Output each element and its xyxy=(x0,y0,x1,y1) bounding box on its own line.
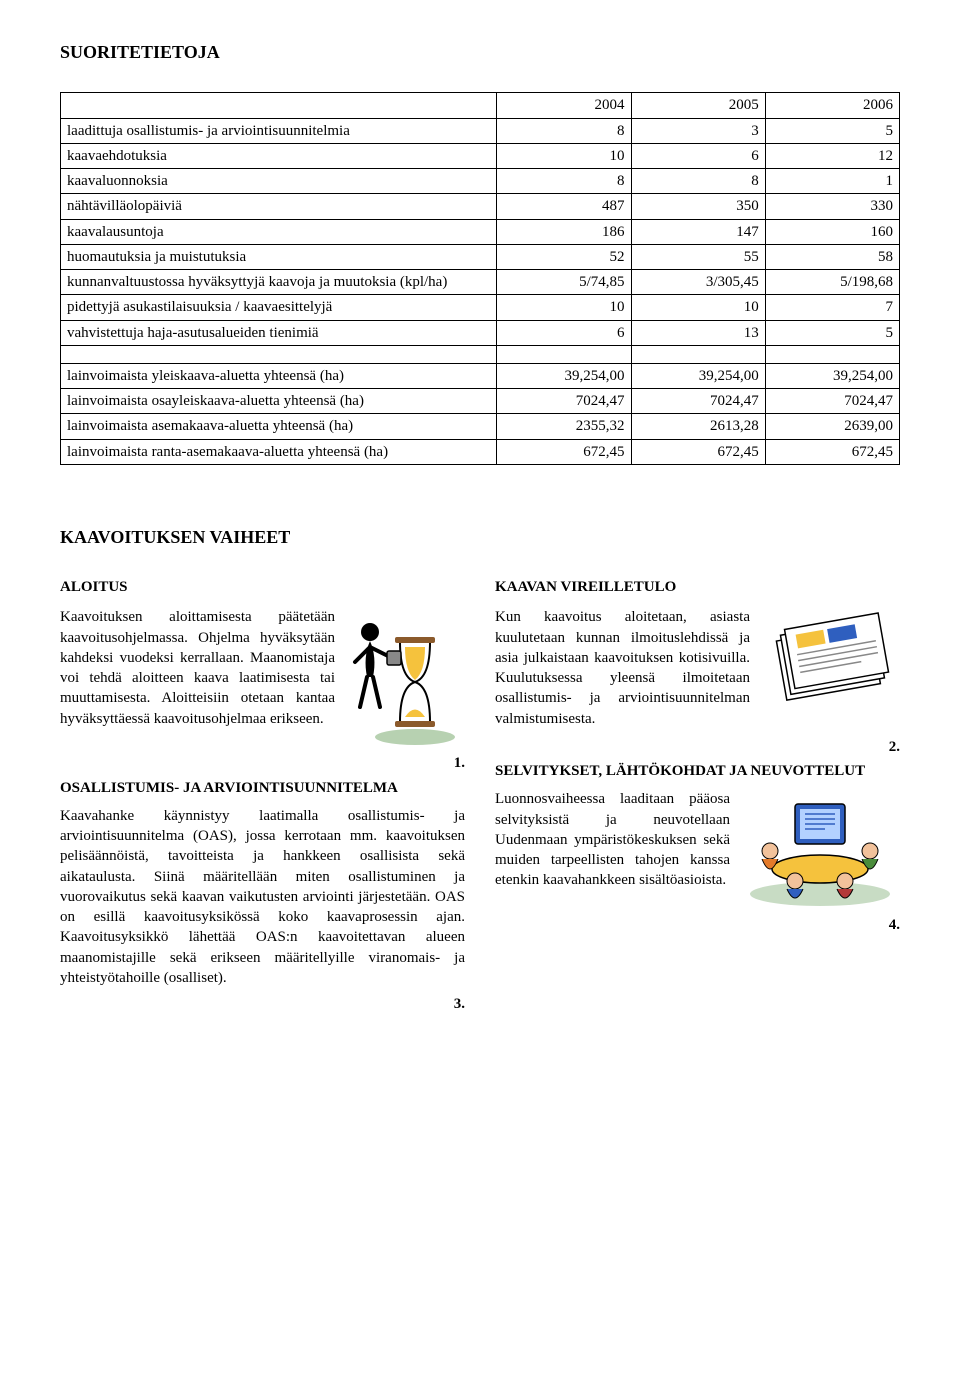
row-value: 8 xyxy=(631,169,765,194)
header-2005: 2005 xyxy=(631,93,765,118)
row-value: 6 xyxy=(497,320,631,345)
left-para-2: Kaavahanke käynnistyy laatimalla osallis… xyxy=(60,806,465,988)
stats-table: 2004 2005 2006 laadittuja osallistumis- … xyxy=(60,92,900,465)
right-block-2: Luonnosvaiheessa laaditaan pääosa selvit… xyxy=(495,789,900,913)
row-value: 672,45 xyxy=(497,439,631,464)
table-row: kaavalausuntoja186147160 xyxy=(61,219,900,244)
row-value: 147 xyxy=(631,219,765,244)
row-value: 160 xyxy=(765,219,899,244)
row-value: 5 xyxy=(765,320,899,345)
table-row: pidettyjä asukastilaisuuksia / kaavaesit… xyxy=(61,295,900,320)
table-row: laadittuja osallistumis- ja arviointisuu… xyxy=(61,118,900,143)
two-column-layout: ALOITUS Kaavoituksen alo xyxy=(60,577,900,1018)
right-column: KAAVAN VIREILLETULO xyxy=(495,577,900,1018)
table-spacer xyxy=(61,345,900,363)
row-value: 487 xyxy=(497,194,631,219)
step-number-2: 2. xyxy=(495,737,900,757)
row-label: lainvoimaista yleiskaava-aluetta yhteens… xyxy=(61,363,497,388)
row-value: 5/74,85 xyxy=(497,270,631,295)
table-row: vahvistettuja haja-asutusalueiden tienim… xyxy=(61,320,900,345)
meeting-icon xyxy=(740,789,900,909)
row-value: 2613,28 xyxy=(631,414,765,439)
row-value: 7024,47 xyxy=(631,389,765,414)
header-2004: 2004 xyxy=(497,93,631,118)
row-value: 672,45 xyxy=(765,439,899,464)
step-number-1: 1. xyxy=(60,753,465,773)
table-row: lainvoimaista asemakaava-aluetta yhteens… xyxy=(61,414,900,439)
row-value: 350 xyxy=(631,194,765,219)
step-number-4: 4. xyxy=(495,915,900,935)
row-value: 3/305,45 xyxy=(631,270,765,295)
right-heading-2: SELVITYKSET, LÄHTÖKOHDAT JA NEUVOTTELUT xyxy=(495,761,900,781)
left-heading-2: OSALLISTUMIS- JA ARVIOINTISUUNNITELMA xyxy=(60,778,465,798)
row-value: 13 xyxy=(631,320,765,345)
page-title-2: KAAVOITUKSEN VAIHEET xyxy=(60,525,900,549)
row-value: 330 xyxy=(765,194,899,219)
header-empty xyxy=(61,93,497,118)
table-row: lainvoimaista ranta-asemakaava-aluetta y… xyxy=(61,439,900,464)
row-label: laadittuja osallistumis- ja arviointisuu… xyxy=(61,118,497,143)
row-value: 5/198,68 xyxy=(765,270,899,295)
papers-icon xyxy=(760,607,900,707)
row-label: pidettyjä asukastilaisuuksia / kaavaesit… xyxy=(61,295,497,320)
row-value: 2639,00 xyxy=(765,414,899,439)
row-label: lainvoimaista ranta-asemakaava-aluetta y… xyxy=(61,439,497,464)
row-value: 8 xyxy=(497,169,631,194)
row-label: kunnanvaltuustossa hyväksyttyjä kaavoja … xyxy=(61,270,497,295)
hourglass-icon xyxy=(345,607,465,747)
row-value: 2355,32 xyxy=(497,414,631,439)
table-row: lainvoimaista osayleiskaava-aluetta yhte… xyxy=(61,389,900,414)
row-value: 55 xyxy=(631,244,765,269)
left-heading-1: ALOITUS xyxy=(60,577,465,597)
row-label: nähtävilläolopäiviä xyxy=(61,194,497,219)
row-label: kaavaehdotuksia xyxy=(61,143,497,168)
row-value: 5 xyxy=(765,118,899,143)
row-value: 672,45 xyxy=(631,439,765,464)
left-column: ALOITUS Kaavoituksen alo xyxy=(60,577,465,1018)
table-row: kaavaluonnoksia881 xyxy=(61,169,900,194)
row-value: 8 xyxy=(497,118,631,143)
step-number-3: 3. xyxy=(60,994,465,1014)
row-label: huomautuksia ja muistutuksia xyxy=(61,244,497,269)
row-value: 52 xyxy=(497,244,631,269)
table-row: lainvoimaista yleiskaava-aluetta yhteens… xyxy=(61,363,900,388)
row-value: 10 xyxy=(497,295,631,320)
table-row: kunnanvaltuustossa hyväksyttyjä kaavoja … xyxy=(61,270,900,295)
row-label: vahvistettuja haja-asutusalueiden tienim… xyxy=(61,320,497,345)
row-value: 7024,47 xyxy=(765,389,899,414)
row-label: lainvoimaista osayleiskaava-aluetta yhte… xyxy=(61,389,497,414)
row-value: 39,254,00 xyxy=(765,363,899,388)
table-row: nähtävilläolopäiviä487350330 xyxy=(61,194,900,219)
row-label: lainvoimaista asemakaava-aluetta yhteens… xyxy=(61,414,497,439)
row-value: 58 xyxy=(765,244,899,269)
row-value: 1 xyxy=(765,169,899,194)
row-value: 10 xyxy=(631,295,765,320)
row-value: 39,254,00 xyxy=(631,363,765,388)
row-value: 7024,47 xyxy=(497,389,631,414)
table-row: huomautuksia ja muistutuksia525558 xyxy=(61,244,900,269)
page-title-1: SUORITETIETOJA xyxy=(60,40,900,64)
row-label: kaavalausuntoja xyxy=(61,219,497,244)
right-block-1: Kun kaavoitus aloitetaan, asiasta kuulut… xyxy=(495,607,900,735)
row-value: 6 xyxy=(631,143,765,168)
row-value: 186 xyxy=(497,219,631,244)
row-value: 12 xyxy=(765,143,899,168)
row-label: kaavaluonnoksia xyxy=(61,169,497,194)
row-value: 10 xyxy=(497,143,631,168)
table-row: kaavaehdotuksia10612 xyxy=(61,143,900,168)
row-value: 39,254,00 xyxy=(497,363,631,388)
right-heading-1: KAAVAN VIREILLETULO xyxy=(495,577,900,597)
left-block-1: Kaavoituksen aloittamisesta päätetään ka… xyxy=(60,607,465,751)
row-value: 3 xyxy=(631,118,765,143)
table-header-row: 2004 2005 2006 xyxy=(61,93,900,118)
row-value: 7 xyxy=(765,295,899,320)
header-2006: 2006 xyxy=(765,93,899,118)
